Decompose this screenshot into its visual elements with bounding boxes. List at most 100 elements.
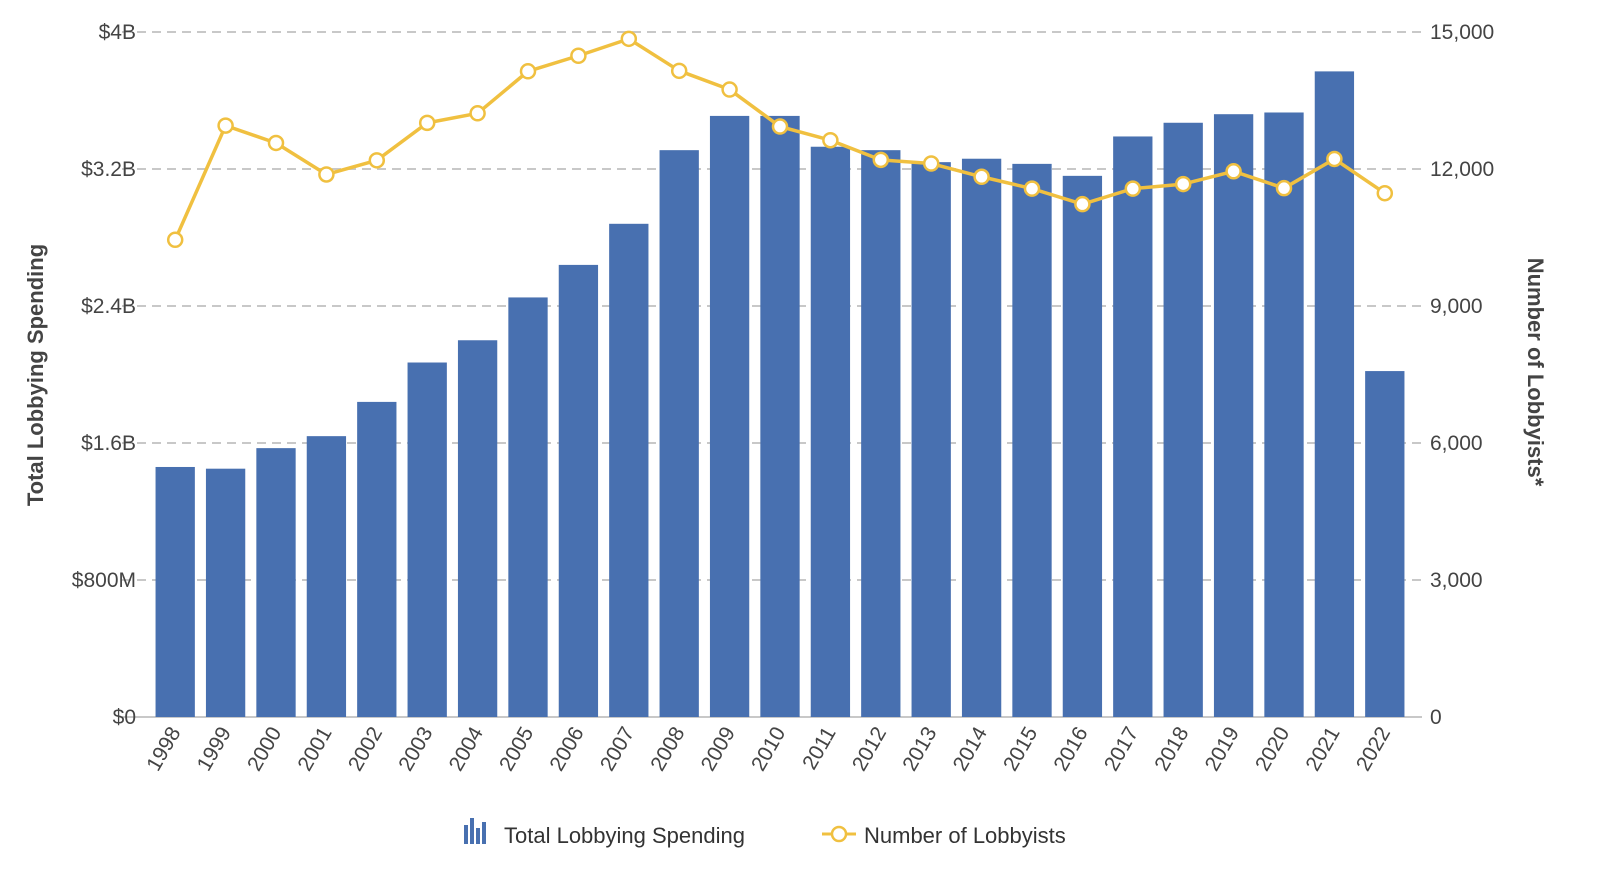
x-tick-label: 2017 xyxy=(1100,723,1143,775)
x-tick-label: 2016 xyxy=(1049,723,1092,775)
bar-2022[interactable] xyxy=(1365,371,1405,717)
right-tick-label: 0 xyxy=(1430,706,1442,729)
left-axis-title: Total Lobbying Spending xyxy=(23,244,48,506)
point-2004[interactable] xyxy=(469,105,486,122)
x-tick-label: 2007 xyxy=(596,723,639,775)
bar-2002[interactable] xyxy=(357,401,397,717)
left-tick-label: $1.6B xyxy=(81,432,136,455)
point-2011[interactable] xyxy=(822,131,839,149)
point-2000[interactable] xyxy=(267,134,285,152)
left-tick-label: $800M xyxy=(72,569,136,592)
point-2002[interactable] xyxy=(368,152,386,169)
bar-2012[interactable] xyxy=(861,150,901,718)
point-2003[interactable] xyxy=(418,114,436,132)
point-2019[interactable] xyxy=(1225,163,1242,180)
point-2018[interactable] xyxy=(1174,175,1192,193)
x-tick-label: 1999 xyxy=(193,723,236,775)
point-2022[interactable] xyxy=(1376,184,1394,202)
bar-2005[interactable] xyxy=(508,297,548,717)
x-tick-label: 2005 xyxy=(495,723,538,775)
bar-1998[interactable] xyxy=(155,466,195,717)
point-2014[interactable] xyxy=(973,168,990,186)
point-2012[interactable] xyxy=(872,151,890,169)
bar-series xyxy=(155,71,1405,718)
x-tick-label: 2019 xyxy=(1201,723,1244,775)
bar-2017[interactable] xyxy=(1113,136,1153,717)
x-tick-label: 2013 xyxy=(898,723,941,775)
point-2013[interactable] xyxy=(922,155,940,172)
bar-2007[interactable] xyxy=(609,223,649,718)
bar-2014[interactable] xyxy=(961,158,1002,718)
bar-2001[interactable] xyxy=(306,436,347,717)
x-tick-label: 2012 xyxy=(848,723,891,775)
x-tick-label: 2009 xyxy=(697,723,740,775)
left-axis-ticks: $0 $800M $1.6B $2.4B $3.2B $4B xyxy=(72,21,136,729)
legend[interactable]: Total Lobbying Spending Number of Lobbyi… xyxy=(464,818,1066,848)
x-tick-label: 2018 xyxy=(1150,723,1193,775)
right-tick-label: 15,000 xyxy=(1430,21,1494,44)
legend-label-lobbyists: Number of Lobbyists xyxy=(864,823,1066,848)
point-2020[interactable] xyxy=(1275,179,1293,197)
point-1998[interactable] xyxy=(166,231,184,249)
bar-2000[interactable] xyxy=(256,448,296,717)
point-2016[interactable] xyxy=(1074,195,1091,213)
point-2021[interactable] xyxy=(1326,150,1343,168)
x-tick-label: 2000 xyxy=(243,723,286,775)
point-2005[interactable] xyxy=(519,63,537,80)
point-1999[interactable] xyxy=(217,117,234,134)
bar-2013[interactable] xyxy=(911,162,951,717)
x-tick-label: 2021 xyxy=(1301,723,1344,775)
right-tick-label: 3,000 xyxy=(1430,569,1483,592)
point-2010[interactable] xyxy=(771,118,789,135)
bar-1999[interactable] xyxy=(205,468,246,717)
x-tick-label: 2002 xyxy=(344,723,387,775)
left-tick-label: $0 xyxy=(113,706,136,729)
bar-2015[interactable] xyxy=(1012,163,1052,718)
x-tick-label: 2006 xyxy=(545,723,588,775)
point-2001[interactable] xyxy=(318,166,335,183)
bar-2010[interactable] xyxy=(760,115,800,718)
right-axis-title: Number of Lobbyists* xyxy=(1523,258,1548,487)
bar-2018[interactable] xyxy=(1163,122,1203,717)
line-series xyxy=(166,30,1394,249)
x-tick-label: 2020 xyxy=(1251,723,1294,775)
x-tick-label: 2001 xyxy=(293,723,336,775)
bar-2021[interactable] xyxy=(1314,71,1355,717)
left-tick-label: $4B xyxy=(99,21,136,44)
legend-label-spending: Total Lobbying Spending xyxy=(504,823,745,848)
bar-2020[interactable] xyxy=(1264,112,1304,718)
bar-2006[interactable] xyxy=(558,264,599,717)
bar-2003[interactable] xyxy=(407,362,447,717)
bar-chart-icon xyxy=(464,818,486,844)
point-2009[interactable] xyxy=(721,81,738,98)
point-2017[interactable] xyxy=(1124,180,1142,197)
x-tick-label: 1998 xyxy=(142,723,185,775)
left-tick-label: $3.2B xyxy=(81,158,136,181)
x-tick-label: 2008 xyxy=(646,723,689,775)
bar-2016[interactable] xyxy=(1062,175,1103,718)
x-tick-label: 2011 xyxy=(798,723,841,774)
left-tick-label: $2.4B xyxy=(81,295,136,318)
bar-2004[interactable] xyxy=(457,340,498,717)
line-marker-icon xyxy=(822,825,856,843)
right-tick-label: 9,000 xyxy=(1430,295,1483,318)
bar-2008[interactable] xyxy=(659,150,699,718)
x-tick-label: 2004 xyxy=(445,723,488,775)
x-tick-label: 2022 xyxy=(1352,723,1395,775)
point-2008[interactable] xyxy=(670,62,688,80)
legend-item-lobbyists[interactable]: Number of Lobbyists xyxy=(822,823,1066,848)
bar-2009[interactable] xyxy=(709,115,750,718)
point-2015[interactable] xyxy=(1023,180,1041,197)
right-axis-ticks: 0 3,000 6,000 9,000 12,000 15,000 xyxy=(1430,21,1494,729)
point-2007[interactable] xyxy=(620,30,638,48)
bar-2011[interactable] xyxy=(810,146,851,718)
right-tick-label: 6,000 xyxy=(1430,432,1483,455)
point-2006[interactable] xyxy=(570,47,587,64)
x-tick-label: 2014 xyxy=(949,723,992,775)
x-tick-label: 2015 xyxy=(999,723,1042,775)
x-tick-label: 2003 xyxy=(394,723,437,775)
right-tick-label: 12,000 xyxy=(1430,158,1494,181)
bar-2019[interactable] xyxy=(1213,114,1254,717)
legend-item-spending[interactable]: Total Lobbying Spending xyxy=(464,818,745,848)
